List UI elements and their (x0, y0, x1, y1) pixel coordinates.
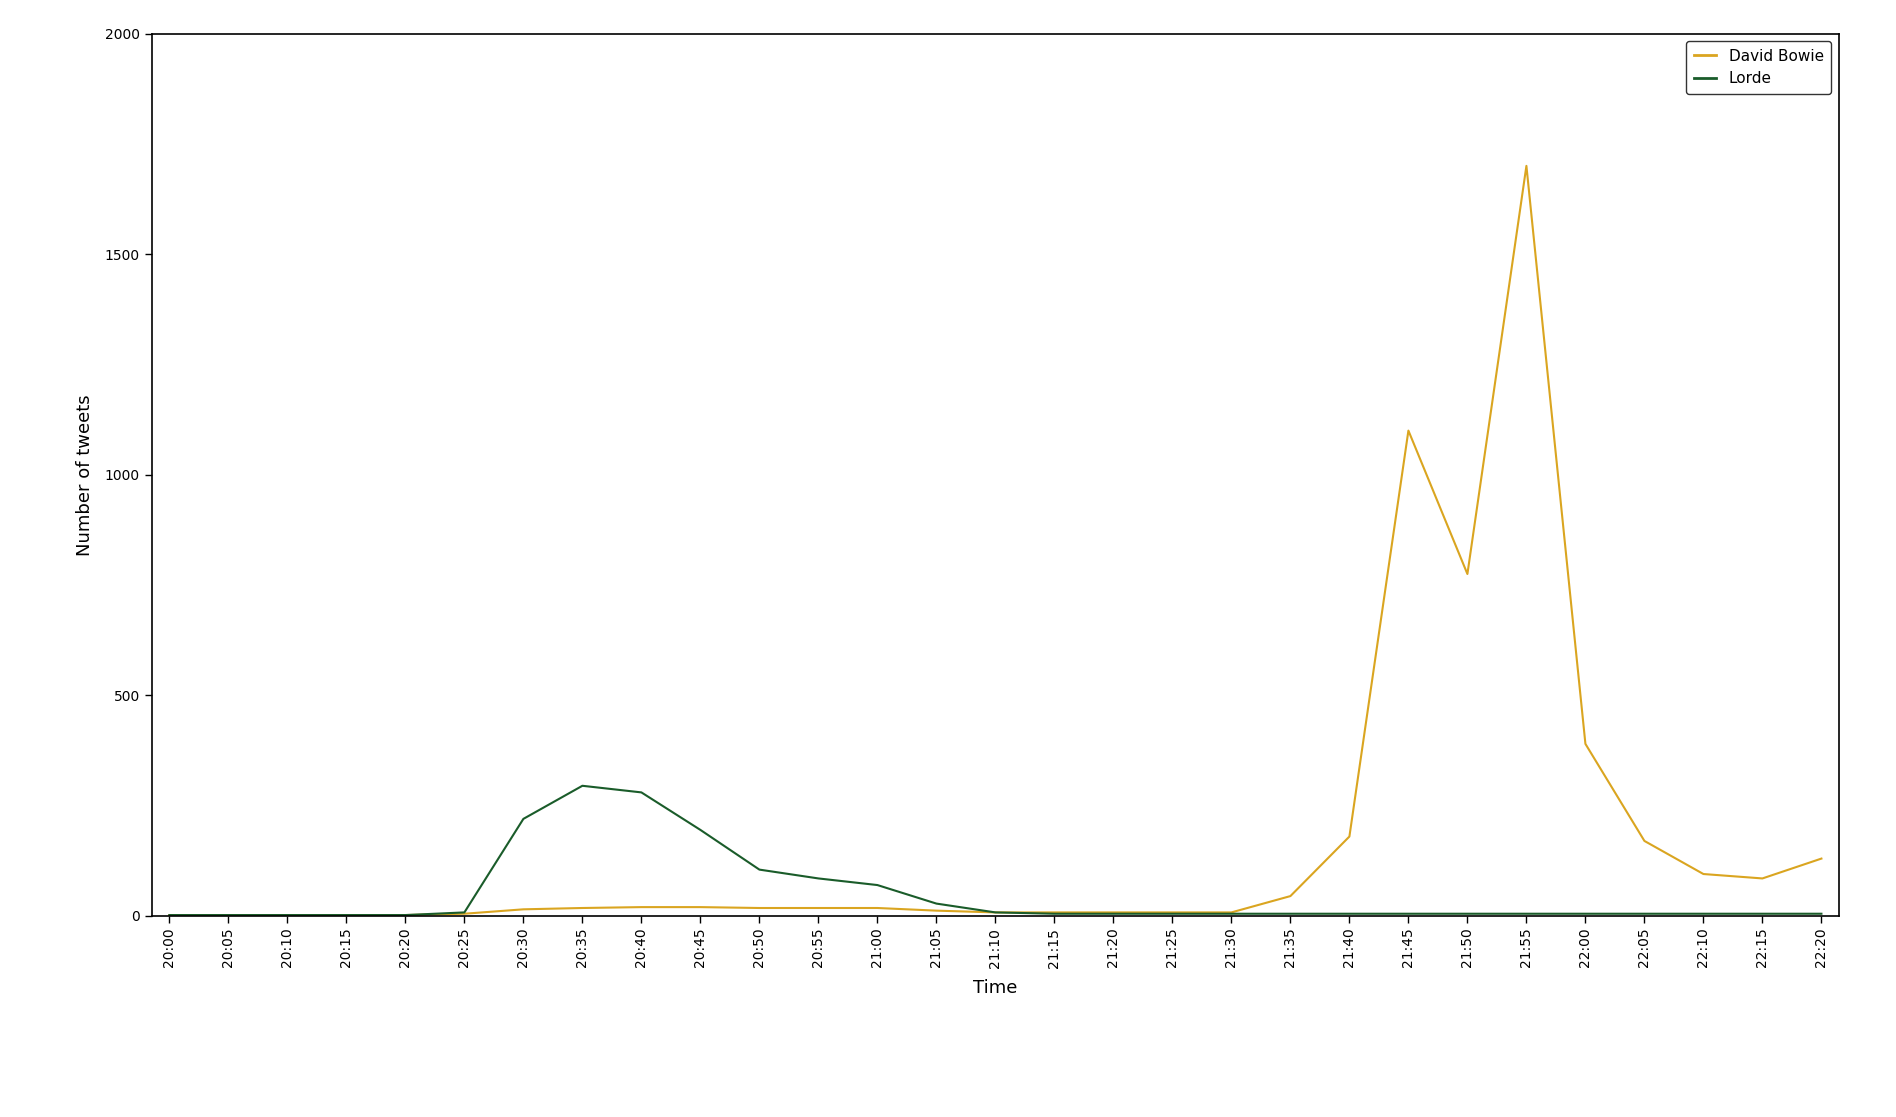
Lorde (1515, 907, 1538, 920)
Lorde (1456, 907, 1479, 920)
Lorde (277, 908, 300, 922)
Lorde (157, 908, 180, 922)
David Bowie (216, 908, 239, 922)
David Bowie (512, 903, 535, 916)
David Bowie (1280, 889, 1303, 903)
Lorde (749, 863, 772, 877)
David Bowie (453, 907, 476, 920)
Lorde (925, 897, 948, 910)
Lorde (1339, 907, 1361, 920)
Line: Lorde: Lorde (169, 785, 1822, 915)
David Bowie (1043, 906, 1066, 919)
David Bowie (1632, 834, 1655, 848)
Lorde (1632, 907, 1655, 920)
Lorde (1160, 907, 1183, 920)
David Bowie (1339, 830, 1361, 843)
Lorde (808, 871, 830, 885)
Lorde (688, 823, 711, 837)
David Bowie (629, 900, 652, 914)
David Bowie (925, 904, 948, 917)
Lorde (571, 779, 593, 792)
David Bowie (1456, 567, 1479, 581)
David Bowie (749, 901, 772, 915)
Lorde (453, 906, 476, 919)
Lorde (1752, 907, 1775, 920)
Lorde (1102, 907, 1124, 920)
Lorde (512, 812, 535, 825)
Lorde (1219, 907, 1242, 920)
David Bowie (1691, 867, 1714, 880)
Legend: David Bowie, Lorde: David Bowie, Lorde (1686, 41, 1832, 94)
David Bowie (866, 901, 889, 915)
Lorde (1280, 907, 1303, 920)
David Bowie (394, 908, 417, 922)
Y-axis label: Number of tweets: Number of tweets (76, 394, 93, 555)
Lorde (984, 906, 1007, 919)
David Bowie (688, 900, 711, 914)
David Bowie (984, 906, 1007, 919)
David Bowie (277, 908, 300, 922)
David Bowie (1515, 159, 1538, 172)
David Bowie (808, 901, 830, 915)
Lorde (1574, 907, 1596, 920)
David Bowie (1811, 852, 1833, 866)
David Bowie (1102, 906, 1124, 919)
Lorde (1043, 907, 1066, 920)
Lorde (866, 878, 889, 891)
David Bowie (1219, 906, 1242, 919)
Lorde (1397, 907, 1420, 920)
David Bowie (571, 901, 593, 915)
Lorde (1811, 907, 1833, 920)
David Bowie (1160, 906, 1183, 919)
David Bowie (1752, 871, 1775, 885)
David Bowie (336, 908, 358, 922)
Lorde (336, 908, 358, 922)
X-axis label: Time: Time (973, 978, 1018, 996)
David Bowie (1574, 737, 1596, 751)
Lorde (394, 908, 417, 922)
Lorde (629, 785, 652, 799)
David Bowie (1397, 424, 1420, 438)
David Bowie (157, 908, 180, 922)
Lorde (1691, 907, 1714, 920)
Line: David Bowie: David Bowie (169, 165, 1822, 915)
Lorde (216, 908, 239, 922)
